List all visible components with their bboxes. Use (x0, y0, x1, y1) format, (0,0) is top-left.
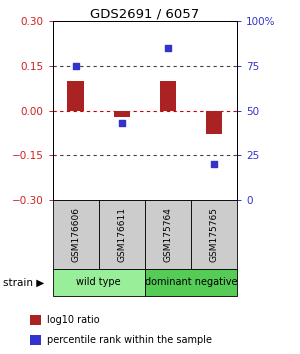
Text: GSM175764: GSM175764 (163, 207, 172, 262)
Text: GSM176606: GSM176606 (71, 207, 80, 262)
Title: GDS2691 / 6057: GDS2691 / 6057 (90, 7, 200, 20)
Bar (206, 110, 222, 135)
Text: dominant negative: dominant negative (145, 277, 237, 287)
Bar (160, 81, 176, 110)
Bar (68, 81, 84, 110)
Point (73, 63, 78, 69)
Text: GSM175765: GSM175765 (209, 207, 218, 262)
Bar (114, 110, 130, 116)
Point (212, 161, 216, 167)
Text: log10 ratio: log10 ratio (47, 315, 100, 325)
Point (119, 120, 124, 126)
Point (165, 45, 170, 51)
Text: GSM176611: GSM176611 (117, 207, 126, 262)
Text: strain ▶: strain ▶ (3, 277, 44, 287)
Text: percentile rank within the sample: percentile rank within the sample (47, 335, 212, 345)
Text: wild type: wild type (76, 277, 121, 287)
